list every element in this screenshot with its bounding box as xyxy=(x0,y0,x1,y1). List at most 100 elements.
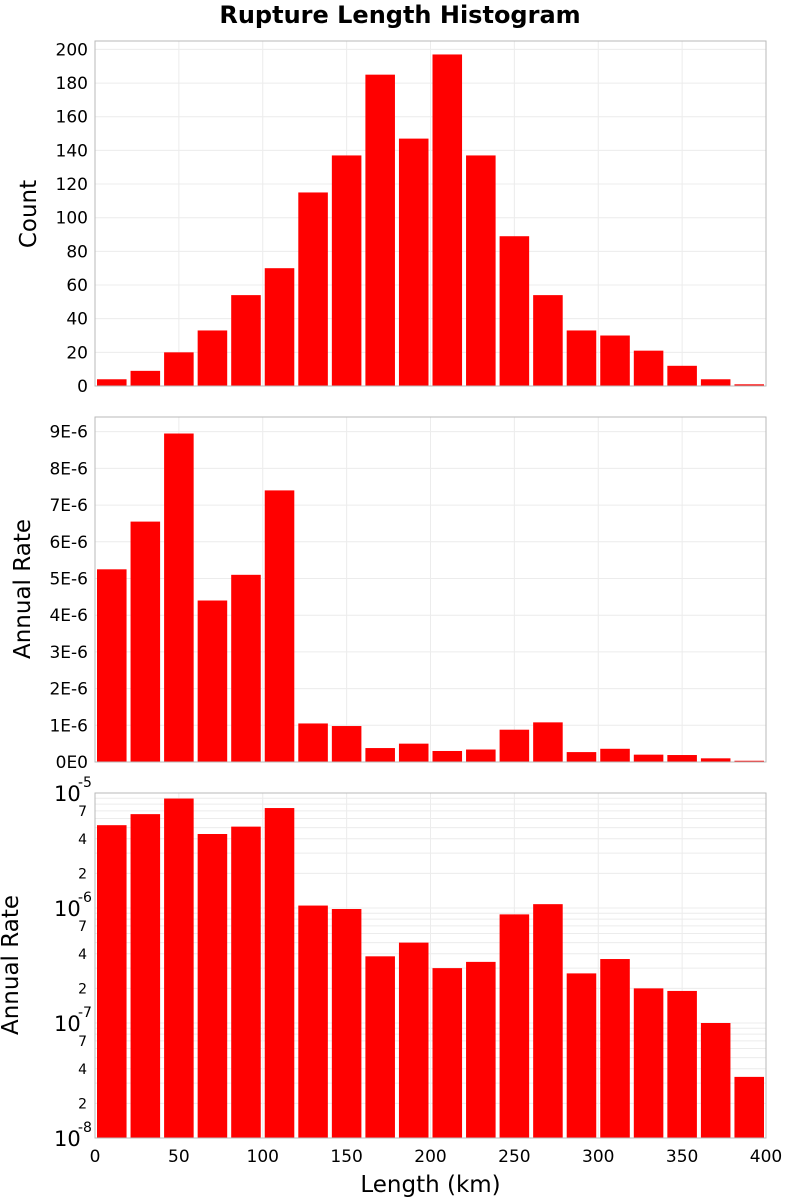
histogram-bar xyxy=(600,959,630,1138)
histogram-bar xyxy=(365,748,395,762)
y-tick-label: 40 xyxy=(66,310,88,330)
histogram-bar xyxy=(667,365,697,386)
x-tick-label: 400 xyxy=(750,1147,782,1167)
y-tick-label-exponent: -5 xyxy=(78,775,92,791)
y-tick-label-exponent: -8 xyxy=(78,1120,92,1136)
histogram-bar xyxy=(600,748,630,762)
histogram-bar xyxy=(633,988,664,1138)
histogram-bar xyxy=(365,74,395,386)
y-tick-label: 7 xyxy=(78,804,87,820)
histogram-bar xyxy=(734,760,764,762)
x-tick-label: 150 xyxy=(330,1147,362,1167)
y-tick-label: 0E0 xyxy=(56,753,88,773)
y-tick-label-base: 10 xyxy=(54,897,81,921)
y-tick-label-exponent: -6 xyxy=(78,890,92,906)
plot-frame xyxy=(94,792,767,1139)
histogram-bar xyxy=(432,750,463,762)
histogram-bar xyxy=(566,752,597,762)
histogram-bar xyxy=(298,723,328,762)
y-axis-label: Annual Rate xyxy=(0,895,24,1035)
histogram-bar xyxy=(97,825,127,1138)
histogram-bar xyxy=(432,54,463,387)
plot-frame xyxy=(94,40,767,387)
histogram-bar xyxy=(97,379,127,386)
histogram-bar xyxy=(700,758,731,762)
histogram-bar xyxy=(264,268,295,386)
histogram-bar xyxy=(264,490,295,762)
y-tick-label: 9E-6 xyxy=(49,423,88,443)
histogram-bar xyxy=(633,754,664,762)
y-tick-label: 80 xyxy=(66,242,88,262)
histogram-bar xyxy=(231,295,261,386)
y-tick-label: 140 xyxy=(56,141,88,161)
histogram-bar xyxy=(130,521,161,762)
y-tick-label: 7 xyxy=(78,1034,87,1050)
plot-frame xyxy=(94,416,767,763)
y-tick-label-base: 10 xyxy=(54,1012,81,1036)
y-tick-label: 4 xyxy=(78,832,87,848)
histogram-bar xyxy=(164,433,194,762)
histogram-bar xyxy=(164,352,194,386)
histogram-bar xyxy=(164,798,194,1138)
annual-rate-linear-panel: 0E0 1E-6 2E-6 3E-6 4E-6 5E-6 6E-6 7E-6 8E-6 9E-6 A… xyxy=(10,416,767,773)
histogram-bar xyxy=(432,968,463,1138)
histogram-bar xyxy=(231,826,261,1138)
histogram-bar xyxy=(365,956,395,1138)
y-tick-label: 6E-6 xyxy=(49,533,88,553)
histogram-bar xyxy=(197,330,228,386)
y-tick-label: 2E-6 xyxy=(49,680,88,700)
histogram-bar xyxy=(700,379,731,386)
histogram-bar xyxy=(700,1023,731,1138)
y-tick-label: 120 xyxy=(56,175,88,195)
histogram-bar xyxy=(667,990,697,1138)
histogram-bar xyxy=(533,295,563,386)
histogram-bar xyxy=(466,155,496,386)
histogram-bar xyxy=(231,574,261,762)
histogram-bar xyxy=(533,904,563,1138)
y-tick-label: 1E-6 xyxy=(49,716,88,736)
histogram-bar xyxy=(197,834,228,1138)
histogram-bar xyxy=(298,192,328,386)
y-tick-label-base: 10 xyxy=(54,1127,81,1151)
x-tick-label: 200 xyxy=(414,1147,446,1167)
histogram-bar xyxy=(633,350,664,386)
y-tick-label: 2 xyxy=(78,866,87,882)
histogram-bar xyxy=(398,138,429,386)
y-tick-label: 7 xyxy=(78,919,87,935)
histogram-bar xyxy=(130,814,161,1138)
histogram-bar xyxy=(197,600,228,762)
y-tick-label: 20 xyxy=(66,343,88,363)
histogram-bar xyxy=(466,961,496,1138)
histogram-bar xyxy=(499,914,530,1138)
histogram-bar xyxy=(331,726,362,762)
y-tick-label: 4E-6 xyxy=(49,606,88,626)
y-tick-label-exponent: -7 xyxy=(78,1005,92,1021)
x-tick-label: 0 xyxy=(90,1147,101,1167)
histogram-bar xyxy=(566,330,597,386)
y-tick-label: 200 xyxy=(56,40,88,60)
histogram-bar xyxy=(499,729,530,762)
y-tick-label: 60 xyxy=(66,276,88,296)
y-tick-label: 8E-6 xyxy=(49,459,88,479)
histogram-bar xyxy=(600,335,630,386)
y-tick-label: 160 xyxy=(56,108,88,128)
y-tick-label: 7E-6 xyxy=(49,496,88,516)
histogram-bar xyxy=(331,909,362,1138)
histogram-bar xyxy=(97,569,127,762)
histogram-bar xyxy=(734,1076,764,1138)
x-tick-label: 300 xyxy=(582,1147,614,1167)
histogram-bar xyxy=(331,155,362,386)
count-panel: 0 20 40 60 80 100 120 140 160 180 200 Count xyxy=(16,40,767,397)
x-axis-label: Length (km) xyxy=(360,1172,500,1198)
y-tick-label: 4 xyxy=(78,947,87,963)
y-tick-label: 0 xyxy=(77,377,88,397)
x-tick-label: 100 xyxy=(247,1147,279,1167)
histogram-bar xyxy=(566,973,597,1138)
histogram-bar xyxy=(499,236,530,386)
x-tick-label: 50 xyxy=(168,1147,190,1167)
x-tick-label: 350 xyxy=(666,1147,698,1167)
histogram-bar xyxy=(298,905,328,1138)
y-tick-label: 3E-6 xyxy=(49,643,88,663)
